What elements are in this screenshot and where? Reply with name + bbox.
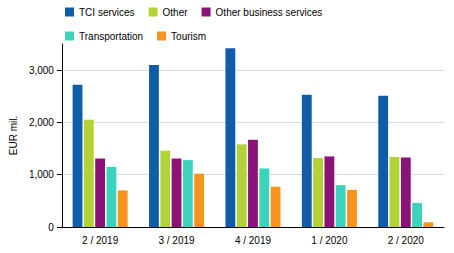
svg-text:2 / 2019: 2 / 2019 (82, 235, 119, 246)
svg-text:Tourism: Tourism (171, 31, 206, 42)
svg-text:EUR mil.: EUR mil. (8, 116, 19, 155)
svg-text:2 / 2020: 2 / 2020 (388, 235, 425, 246)
svg-text:Other: Other (163, 7, 189, 18)
svg-text:1 / 2020: 1 / 2020 (311, 235, 348, 246)
svg-text:Other business services: Other business services (216, 7, 323, 18)
svg-text:Transportation: Transportation (79, 31, 143, 42)
svg-text:1,000: 1,000 (29, 169, 54, 180)
svg-text:TCI services: TCI services (79, 7, 135, 18)
svg-text:3 / 2019: 3 / 2019 (158, 235, 195, 246)
svg-text:0: 0 (48, 222, 54, 233)
svg-text:3,000: 3,000 (29, 65, 54, 76)
svg-text:2,000: 2,000 (29, 117, 54, 128)
svg-text:4 / 2019: 4 / 2019 (235, 235, 272, 246)
